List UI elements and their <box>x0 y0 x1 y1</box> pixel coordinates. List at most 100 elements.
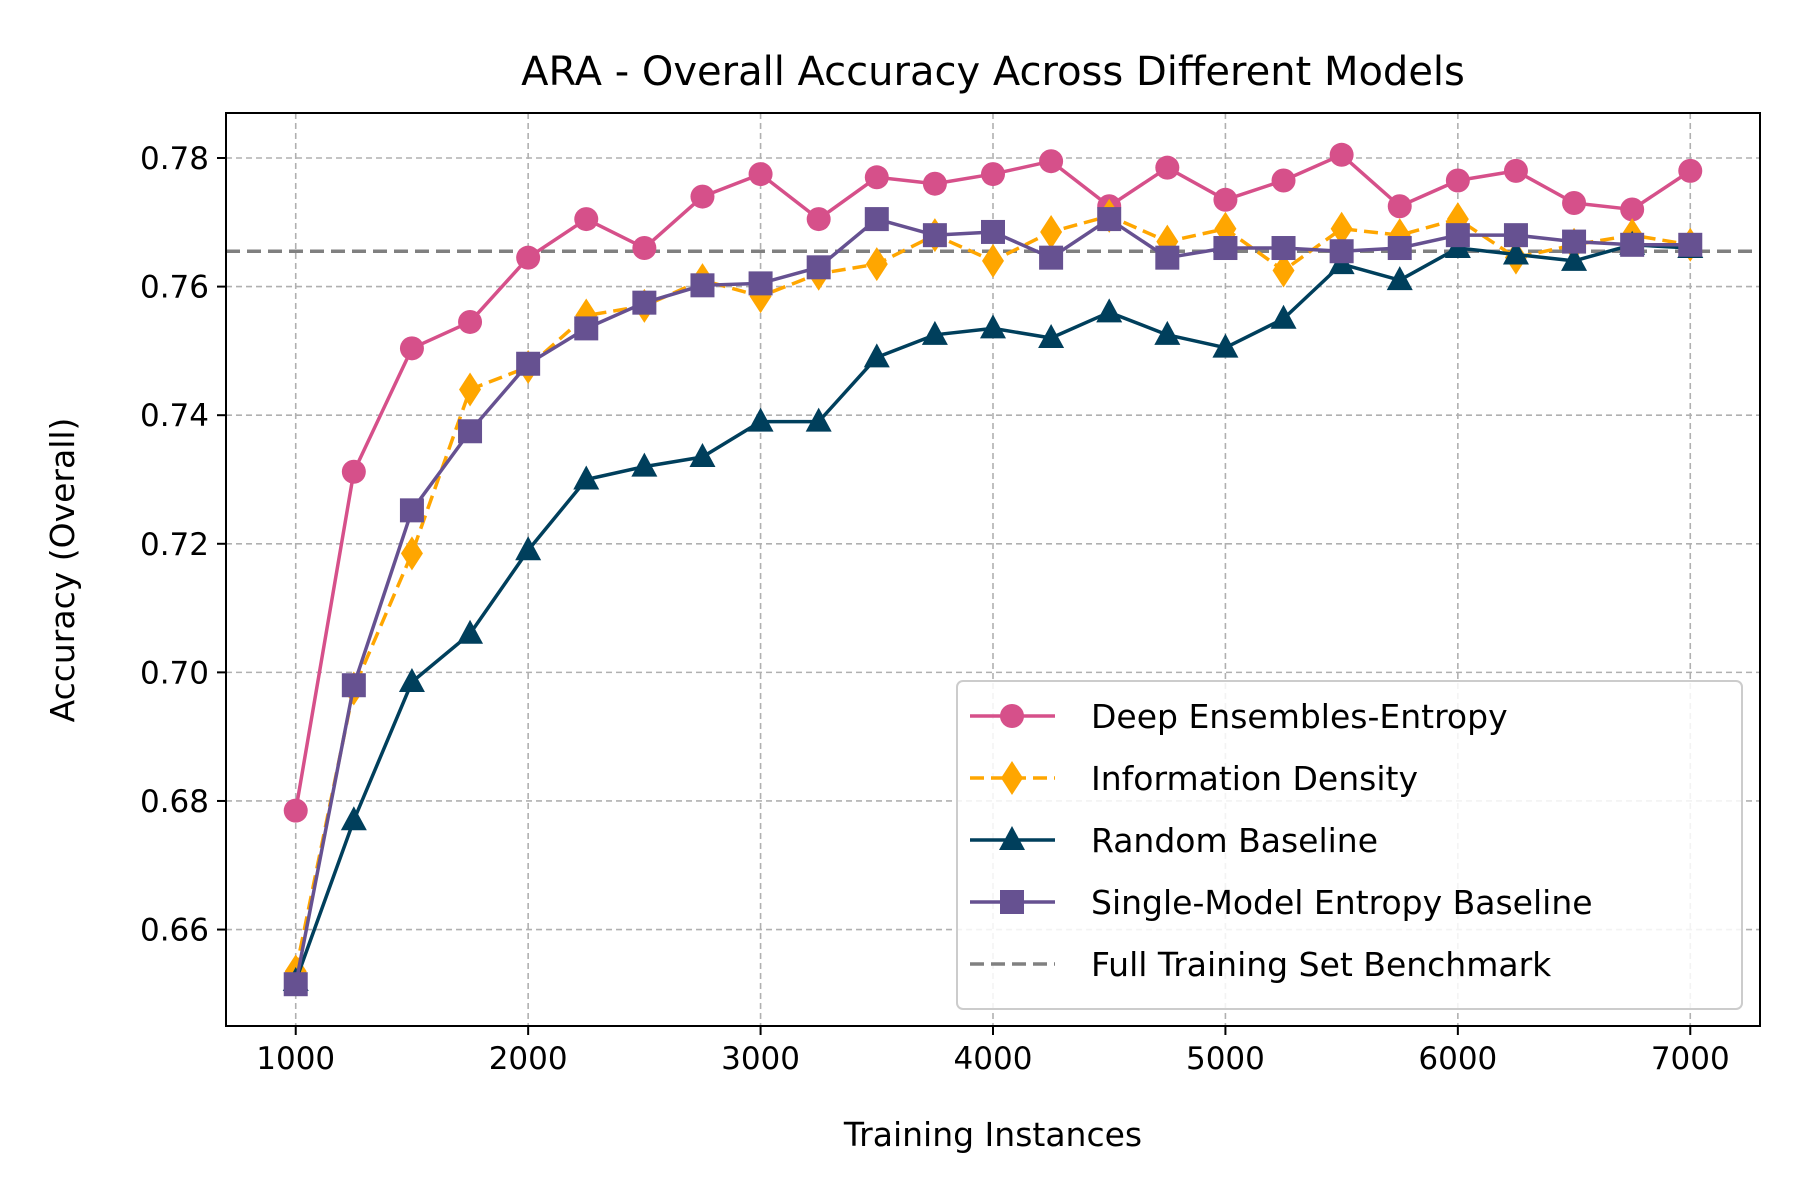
data-point <box>1271 168 1296 193</box>
data-point <box>515 536 542 561</box>
x-axis-ticks: 1000 2000 3000 4000 5000 6000 7000 <box>256 1026 1730 1077</box>
data-point <box>632 236 657 261</box>
y-tick-label: 0.74 <box>140 398 209 434</box>
data-point <box>1155 155 1180 180</box>
data-point <box>1329 142 1354 167</box>
data-point <box>1503 158 1528 183</box>
data-point <box>1212 333 1239 358</box>
x-tick-label: 2000 <box>489 1041 568 1077</box>
data-point <box>982 243 1004 278</box>
data-point <box>1096 298 1123 323</box>
data-point <box>1213 236 1238 261</box>
x-tick-label: 1000 <box>256 1041 335 1077</box>
data-point <box>1561 246 1588 271</box>
data-point <box>574 207 599 232</box>
legend: Deep Ensembles-Entropy Information Densit… <box>956 680 1743 1010</box>
y-tick-label: 0.68 <box>140 784 209 820</box>
data-point <box>1387 194 1412 219</box>
y-axis-ticks: 0.66 0.68 0.70 0.72 0.74 0.76 0.78 <box>140 141 226 949</box>
legend-swatch-marker <box>999 826 1025 850</box>
data-point <box>1271 236 1296 261</box>
data-point <box>341 673 366 698</box>
data-point <box>689 442 716 467</box>
x-tick-label: 6000 <box>1418 1041 1497 1077</box>
chart-title: ARA - Overall Accuracy Across Different … <box>521 49 1465 95</box>
legend-swatch-marker <box>1001 761 1023 795</box>
x-axis-title: Training Instances <box>843 1115 1142 1154</box>
data-point <box>1038 324 1065 349</box>
data-point <box>805 407 832 432</box>
data-point <box>1387 236 1412 261</box>
data-point <box>573 465 600 490</box>
data-point <box>399 336 424 361</box>
legend-label: Information Density <box>1091 759 1418 798</box>
legend-label: Full Training Set Benchmark <box>1091 945 1552 984</box>
data-point <box>864 165 889 190</box>
legend-box <box>956 680 1743 1010</box>
y-tick-label: 0.70 <box>140 655 209 691</box>
x-tick-label: 7000 <box>1651 1041 1730 1077</box>
data-point <box>1562 229 1587 254</box>
data-point <box>632 290 657 315</box>
data-point <box>283 972 308 997</box>
data-point <box>1213 187 1238 212</box>
data-point <box>1272 253 1295 288</box>
data-point <box>1039 245 1064 270</box>
data-point <box>1620 232 1645 257</box>
y-tick-label: 0.78 <box>140 141 209 177</box>
data-point <box>690 273 715 298</box>
series-3 <box>283 207 1703 997</box>
data-point <box>341 459 366 484</box>
data-point <box>922 171 947 196</box>
data-point <box>340 806 367 831</box>
data-point <box>806 207 831 232</box>
data-point <box>1445 168 1470 193</box>
data-point <box>1097 207 1122 232</box>
legend-entry: Random Baseline <box>970 821 1378 860</box>
legend-label: Deep Ensembles-Entropy <box>1091 697 1508 736</box>
data-point <box>690 184 715 209</box>
data-point <box>283 798 308 823</box>
x-tick-label: 4000 <box>954 1041 1033 1077</box>
data-point <box>981 219 1005 244</box>
data-point <box>1155 245 1180 270</box>
data-point <box>1562 191 1587 216</box>
data-point <box>981 162 1005 187</box>
series-0 <box>283 142 1703 823</box>
data-point <box>516 245 541 270</box>
y-axis-title: Accuracy (Overall) <box>43 418 82 723</box>
data-point <box>574 316 599 341</box>
data-point <box>1386 266 1413 291</box>
data-point <box>1039 149 1064 174</box>
legend-entry: Full Training Set Benchmark <box>970 945 1552 984</box>
y-tick-label: 0.72 <box>140 527 209 563</box>
data-point <box>1503 223 1528 248</box>
legend-label: Single-Model Entropy Baseline <box>1091 883 1593 922</box>
series-layer <box>282 142 1704 997</box>
data-point <box>1678 158 1703 183</box>
data-point <box>458 419 483 444</box>
data-point <box>747 407 774 432</box>
x-tick-label: 5000 <box>1186 1041 1265 1077</box>
legend-swatch-marker <box>1000 890 1024 914</box>
legend-label: Random Baseline <box>1091 821 1378 860</box>
data-point <box>1620 197 1645 222</box>
data-point <box>748 162 773 187</box>
data-point <box>748 271 773 296</box>
data-point <box>864 207 889 232</box>
legend-entry: Single-Model Entropy Baseline <box>970 883 1593 922</box>
data-point <box>1154 320 1181 345</box>
data-point <box>516 351 541 376</box>
data-point <box>1678 232 1703 257</box>
data-point <box>865 247 888 282</box>
data-point <box>1040 214 1063 249</box>
data-point <box>1445 223 1470 248</box>
y-tick-label: 0.76 <box>140 270 209 306</box>
data-point <box>922 223 947 248</box>
data-point <box>921 320 948 345</box>
data-point <box>806 255 831 280</box>
data-point <box>458 309 483 334</box>
data-point <box>1270 304 1297 329</box>
y-tick-label: 0.66 <box>140 913 209 949</box>
